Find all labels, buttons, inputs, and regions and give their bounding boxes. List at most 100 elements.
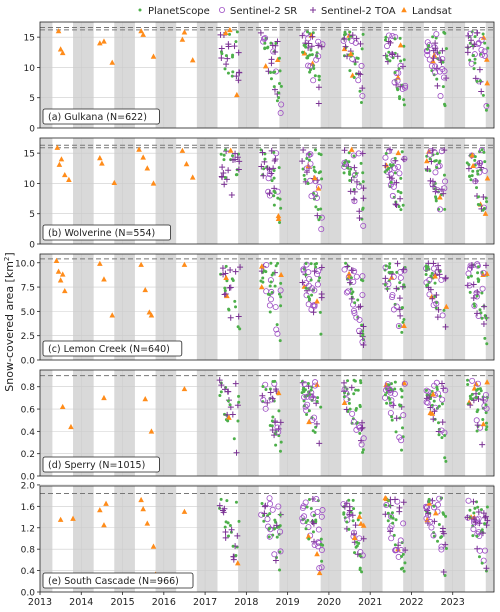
data-point-plus: [390, 402, 397, 409]
panel-label-box: [42, 340, 183, 357]
data-point-circle: [434, 187, 441, 194]
data-point-dot: [278, 449, 282, 453]
data-point-circle: [260, 396, 267, 403]
data-point-dot: [311, 530, 315, 534]
data-point-circle: [386, 148, 393, 155]
data-point-triangle: [482, 210, 489, 216]
y-tick-label: 2.5: [21, 332, 35, 342]
data-point-plus: [442, 275, 449, 282]
data-point-dot: [424, 273, 428, 277]
data-point-plus: [224, 388, 231, 395]
data-point-dot: [468, 394, 472, 398]
data-point-dot: [234, 500, 238, 504]
data-point-dot: [389, 515, 393, 519]
data-point-triangle: [432, 510, 439, 516]
data-point-dot: [277, 434, 281, 438]
data-point-dot: [314, 520, 318, 524]
data-point-dot: [401, 203, 405, 207]
data-point-circle: [478, 51, 485, 58]
x-tick-label: 2020: [317, 597, 341, 608]
data-point-plus: [472, 519, 479, 526]
data-point-dot: [473, 304, 477, 308]
data-point-dot: [307, 409, 311, 413]
data-point-circle: [480, 269, 487, 276]
data-point-plus: [221, 181, 228, 188]
data-point-dot: [349, 167, 353, 171]
data-point-circle: [313, 194, 320, 201]
winter-shading: [73, 22, 94, 128]
landsat-point: [101, 394, 107, 401]
data-point-dot: [434, 196, 438, 200]
data-point-circle: [350, 301, 357, 308]
data-point-dot: [469, 396, 473, 400]
panel-label: (e) South Cascade (N=966): [48, 576, 179, 587]
winter-shading: [40, 254, 53, 360]
landsat-point: [109, 59, 116, 65]
data-point-dot: [437, 522, 441, 526]
data-point-circle: [428, 62, 435, 69]
data-point-dot: [275, 99, 279, 103]
data-point-plus: [303, 169, 310, 176]
landsat-point: [136, 146, 142, 152]
data-point-dot: [481, 93, 485, 97]
data-point-dot: [401, 320, 405, 324]
y-tick-label: 10: [24, 64, 36, 74]
landsat-point: [142, 286, 149, 293]
data-point-dot: [475, 500, 479, 504]
data-point-plus: [474, 422, 481, 429]
data-point-plus: [318, 290, 325, 297]
data-point-dot: [266, 292, 270, 296]
data-point-dot: [306, 382, 310, 386]
x-axis: 2013 2014 2015 2016 2017 2018 2019 2020 2021 2022…: [28, 592, 465, 608]
data-point-circle: [267, 500, 274, 507]
data-point-circle: [389, 294, 396, 301]
data-point-plus: [260, 172, 267, 179]
data-point-circle: [302, 499, 309, 506]
data-point-triangle: [395, 546, 401, 552]
data-point-plus: [219, 164, 226, 171]
data-point-dot: [316, 396, 320, 400]
data-point-dot: [476, 172, 480, 176]
data-point-dot: [320, 177, 324, 181]
data-point-dot: [304, 520, 308, 524]
data-point-dot: [361, 171, 365, 175]
data-point-dot: [359, 161, 363, 165]
data-point-dot: [386, 511, 390, 515]
panel-frame: [39, 253, 495, 361]
data-point-circle: [351, 268, 358, 275]
data-point-dot: [399, 191, 403, 195]
data-point-dot: [388, 163, 392, 167]
data-point-plus: [318, 43, 325, 50]
data-point-dot: [277, 56, 281, 60]
data-point-dot: [347, 170, 351, 174]
data-point-circle: [426, 151, 433, 158]
data-point-plus: [257, 29, 264, 36]
data-point-dot: [264, 388, 268, 392]
data-point-circle: [430, 532, 437, 539]
winter-shading: [444, 370, 466, 476]
panel-label: (d) Sperry (N=1015): [48, 460, 145, 471]
data-point-plus: [269, 426, 276, 433]
data-point-circle: [467, 265, 474, 272]
data-point-circle: [359, 92, 366, 99]
data-point-plus: [393, 285, 400, 292]
data-point-plus: [272, 48, 279, 55]
data-point-dot: [483, 336, 487, 340]
data-point-dot: [484, 421, 488, 425]
data-point-dot: [435, 387, 439, 391]
data-point-dot: [429, 397, 433, 401]
data-point-plus: [258, 163, 265, 170]
data-point-dot: [226, 71, 230, 75]
data-point-dot: [228, 403, 232, 407]
data-point-dot: [309, 278, 313, 282]
data-point-dot: [383, 283, 387, 287]
data-point-plus: [424, 165, 431, 172]
data-point-circle: [402, 84, 409, 91]
data-point-triangle: [316, 569, 323, 576]
data-point-circle: [428, 524, 435, 531]
winter-shading: [361, 370, 383, 476]
data-point-dot: [441, 85, 445, 89]
data-point-plus: [357, 40, 364, 47]
data-point-dot: [267, 526, 271, 530]
data-point-dot: [424, 388, 428, 392]
